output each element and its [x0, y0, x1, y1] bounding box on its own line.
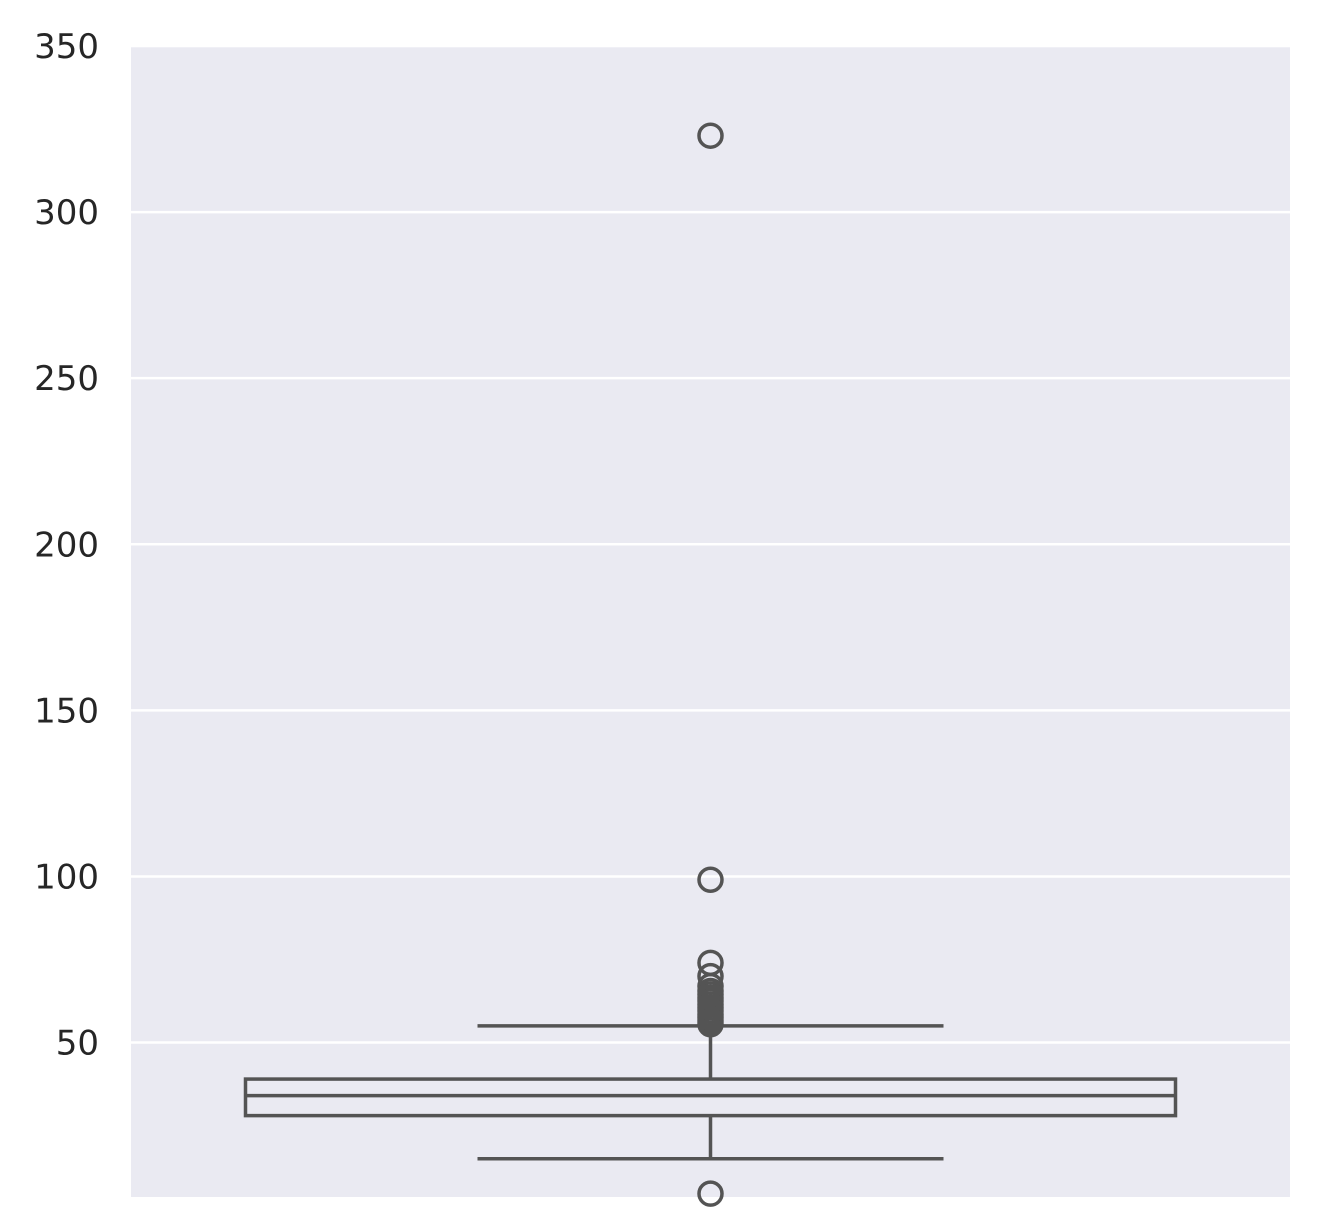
- outliers: [697, 122, 724, 1207]
- y-tick-label-150: 150: [34, 691, 99, 731]
- y-axis-ticks: 50 100 150 200 250 300 350: [34, 27, 99, 1064]
- y-tick-label-350: 350: [34, 27, 99, 67]
- outlier-point: [697, 949, 724, 977]
- outlier-point: [697, 962, 724, 990]
- gridlines: [131, 44, 1290, 1044]
- y-tick-label-50: 50: [56, 1024, 99, 1064]
- outlier-point: [697, 1180, 724, 1207]
- outlier-point: [697, 122, 724, 149]
- y-tick-label-300: 300: [34, 193, 99, 233]
- y-tick-label-100: 100: [34, 857, 99, 897]
- outlier-point: [697, 866, 724, 894]
- y-tick-label-200: 200: [34, 525, 99, 565]
- y-tick-label-250: 250: [34, 359, 99, 399]
